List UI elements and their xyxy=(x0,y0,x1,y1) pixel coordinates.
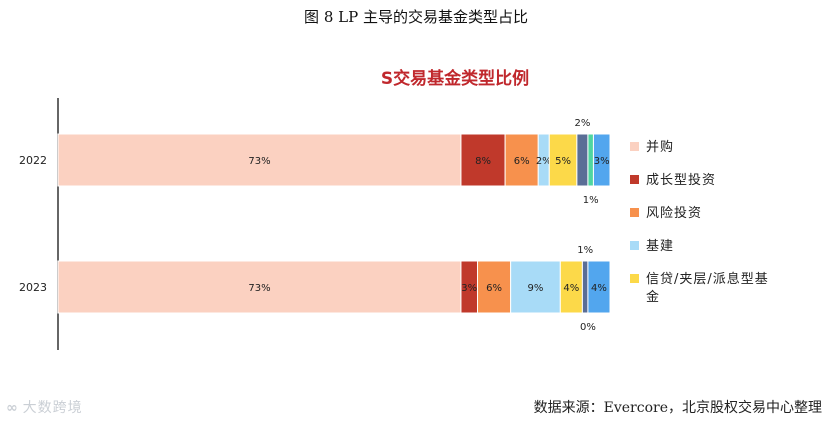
legend-label-4-cont: 金 xyxy=(646,289,660,305)
watermark-logo: ∞ 大数跨境 xyxy=(6,397,83,417)
data-label-2022-4: 5% xyxy=(555,156,571,167)
data-label-2023-6: 0% xyxy=(580,322,596,333)
bar-segment-2023-5 xyxy=(581,260,589,314)
legend-swatch-3 xyxy=(630,241,639,250)
data-label-2022-3: 2% xyxy=(536,156,552,167)
source-note: 数据来源：Evercore，北京股权交易中心整理 xyxy=(533,400,822,416)
legend-swatch-4 xyxy=(630,274,639,283)
bar-segment-2022-0 xyxy=(57,133,462,187)
figure-title: 图 8 LP 主导的交易基金类型占比 xyxy=(304,8,528,26)
data-label-2022-6: 1% xyxy=(583,195,599,206)
legend-swatch-1 xyxy=(630,175,639,184)
chart-title: S交易基金类型比例 xyxy=(381,68,529,89)
bar-segment-2022-1 xyxy=(460,133,506,187)
legend-label-2: 风险投资 xyxy=(646,205,702,221)
legend-label-3: 基建 xyxy=(646,239,674,254)
watermark-icon: ∞ xyxy=(6,400,19,416)
data-label-2022-2: 6% xyxy=(514,156,530,167)
category-label-2023: 2023 xyxy=(19,281,47,294)
bar-segment-2022-2 xyxy=(504,133,539,187)
data-label-2023-0: 73% xyxy=(248,283,270,294)
bars-layer: 2022 73% 8% 6% 2% 5%2%1%3%2023 73% 3% 6% 9% 4%1%0%… xyxy=(19,118,611,333)
data-label-2022-7: 3% xyxy=(594,156,610,167)
bar-segment-2023-0 xyxy=(57,260,462,314)
bar-segment-2022-7 xyxy=(592,133,611,187)
data-label-2022-0: 73% xyxy=(248,156,270,167)
data-label-2023-2: 6% xyxy=(486,283,502,294)
bar-segment-2022-6 xyxy=(587,133,594,187)
data-label-2023-7: 4% xyxy=(591,283,607,294)
legend-label-0: 并购 xyxy=(646,139,674,155)
legend-swatch-2 xyxy=(630,208,639,217)
category-label-2022: 2022 xyxy=(19,154,47,167)
legend-swatch-0 xyxy=(630,142,639,151)
bar-segment-2023-7 xyxy=(587,260,611,314)
legend-label-1: 成长型投资 xyxy=(646,172,716,188)
legend-label-4: 信贷/夹层/派息型基 xyxy=(646,271,769,287)
bar-segment-2022-4 xyxy=(548,133,578,187)
data-label-2023-5: 1% xyxy=(577,245,593,256)
data-label-2023-3: 9% xyxy=(528,283,544,294)
data-label-2023-1: 3% xyxy=(461,283,477,294)
watermark-text: 大数跨境 xyxy=(22,400,83,416)
data-label-2022-1: 8% xyxy=(475,156,491,167)
data-label-2023-4: 4% xyxy=(563,283,579,294)
bar-segment-2023-3 xyxy=(510,260,561,314)
bar-segment-2022-5 xyxy=(576,133,589,187)
data-label-2022-5: 2% xyxy=(574,118,590,129)
bar-segment-2023-2 xyxy=(477,260,512,314)
